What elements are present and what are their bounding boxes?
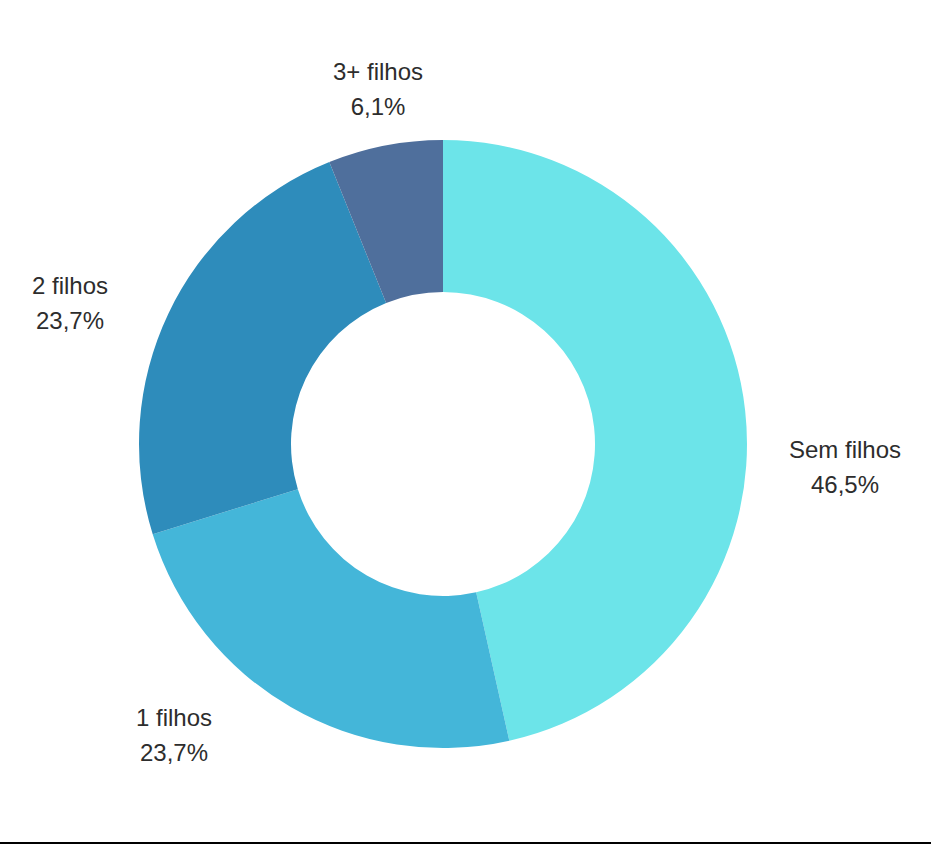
slice-label-1-filhos: 1 filhos23,7%	[136, 700, 212, 770]
slice-label-2-filhos: 2 filhos23,7%	[32, 268, 108, 338]
donut-chart-canvas: Sem filhos46,5%1 filhos23,7%2 filhos23,7…	[0, 0, 931, 847]
slice-label-value: 6,1%	[333, 89, 423, 124]
slice-label-name: Sem filhos	[789, 432, 901, 467]
slice-label-name: 2 filhos	[32, 268, 108, 303]
slice-label-3-filhos: 3+ filhos6,1%	[333, 54, 423, 124]
slice-label-name: 3+ filhos	[333, 54, 423, 89]
slice-label-sem-filhos: Sem filhos46,5%	[789, 432, 901, 502]
pie-slice-2-filhos[interactable]	[139, 162, 386, 534]
slice-label-name: 1 filhos	[136, 700, 212, 735]
slice-label-value: 46,5%	[789, 467, 901, 502]
slice-label-value: 23,7%	[32, 303, 108, 338]
bottom-divider	[0, 842, 931, 844]
slice-label-value: 23,7%	[136, 735, 212, 770]
